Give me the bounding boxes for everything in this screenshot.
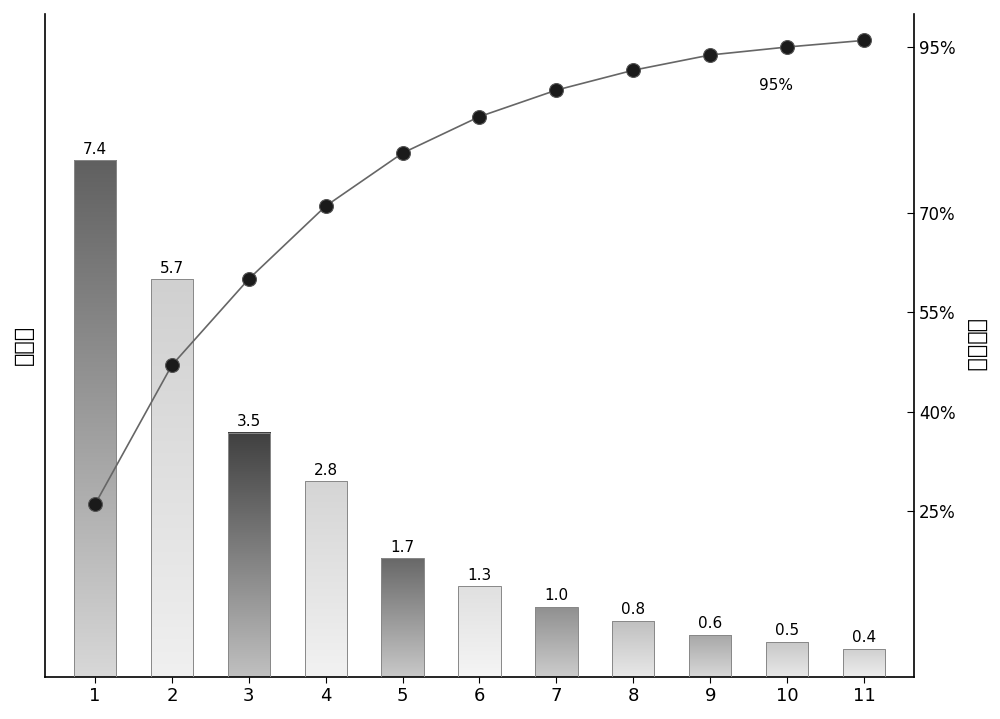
Bar — [305, 481, 347, 677]
Text: 7.4: 7.4 — [83, 142, 107, 157]
Bar — [612, 621, 654, 677]
Text: 1.0: 1.0 — [544, 588, 568, 603]
Bar — [228, 433, 270, 677]
Text: 5.7: 5.7 — [160, 260, 184, 275]
Bar — [843, 649, 885, 677]
Bar — [766, 642, 808, 677]
Text: 1.3: 1.3 — [467, 567, 492, 582]
Bar — [381, 558, 424, 677]
Text: 0.5: 0.5 — [775, 623, 799, 638]
Bar — [458, 586, 501, 677]
Text: 0.6: 0.6 — [698, 616, 722, 631]
Text: 3.5: 3.5 — [237, 414, 261, 429]
Text: 0.8: 0.8 — [621, 603, 645, 618]
Y-axis label: 能量累积: 能量累积 — [966, 319, 986, 372]
Text: 95%: 95% — [759, 78, 793, 93]
Bar — [535, 607, 578, 677]
Text: 1.7: 1.7 — [391, 539, 415, 554]
Bar — [151, 279, 193, 677]
Y-axis label: 特征値: 特征値 — [14, 325, 34, 365]
Text: 2.8: 2.8 — [314, 463, 338, 478]
Text: 0.4: 0.4 — [852, 631, 876, 645]
Bar — [689, 635, 731, 677]
Bar — [74, 160, 116, 677]
